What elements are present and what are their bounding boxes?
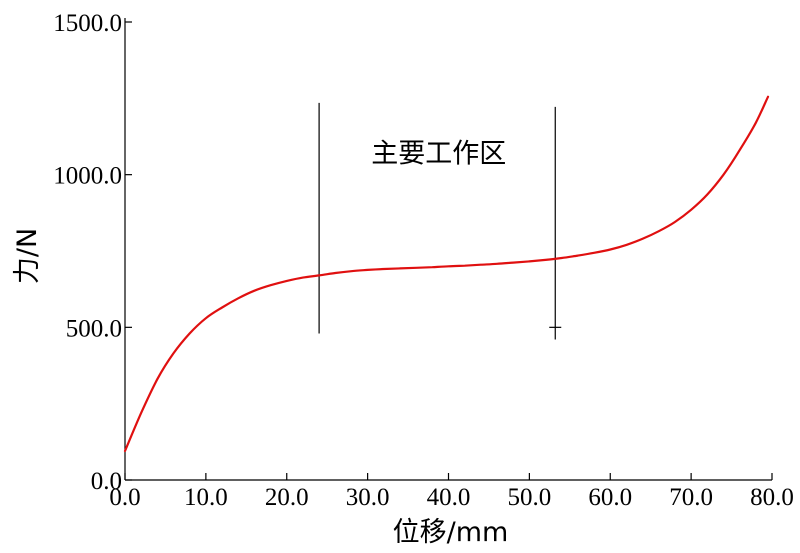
x-tick-label: 40.0	[427, 484, 471, 511]
axes	[124, 18, 772, 481]
y-axis-title: 力/N	[12, 228, 43, 284]
annotation-main-working-zone: 主要工作区	[371, 138, 506, 169]
x-tick-label: 30.0	[346, 484, 390, 511]
x-tick-label: 0.0	[109, 484, 140, 511]
tick-marks	[124, 21, 773, 481]
x-tick-label: 20.0	[265, 484, 309, 511]
x-tick-label: 70.0	[669, 484, 713, 511]
x-tick-label: 80.0	[750, 484, 794, 511]
series-group	[123, 95, 770, 453]
x-axis-title: 位移/mm	[393, 517, 509, 548]
x-tick-label: 50.0	[508, 484, 552, 511]
tick-labels: 0.0 10.0 20.0 30.0 40.0 50.0 60.0 70.0 80.0 0.0 50…	[53, 10, 794, 511]
x-tick-label: 60.0	[588, 484, 632, 511]
y-tick-label: 1500.0	[53, 10, 122, 37]
y-tick-label: 500.0	[66, 315, 122, 342]
series-line	[123, 95, 770, 453]
y-tick-label: 1000.0	[53, 163, 122, 190]
y-tick-label: 0.0	[91, 468, 122, 495]
marker-lines	[318, 102, 562, 340]
x-tick-label: 10.0	[184, 484, 228, 511]
